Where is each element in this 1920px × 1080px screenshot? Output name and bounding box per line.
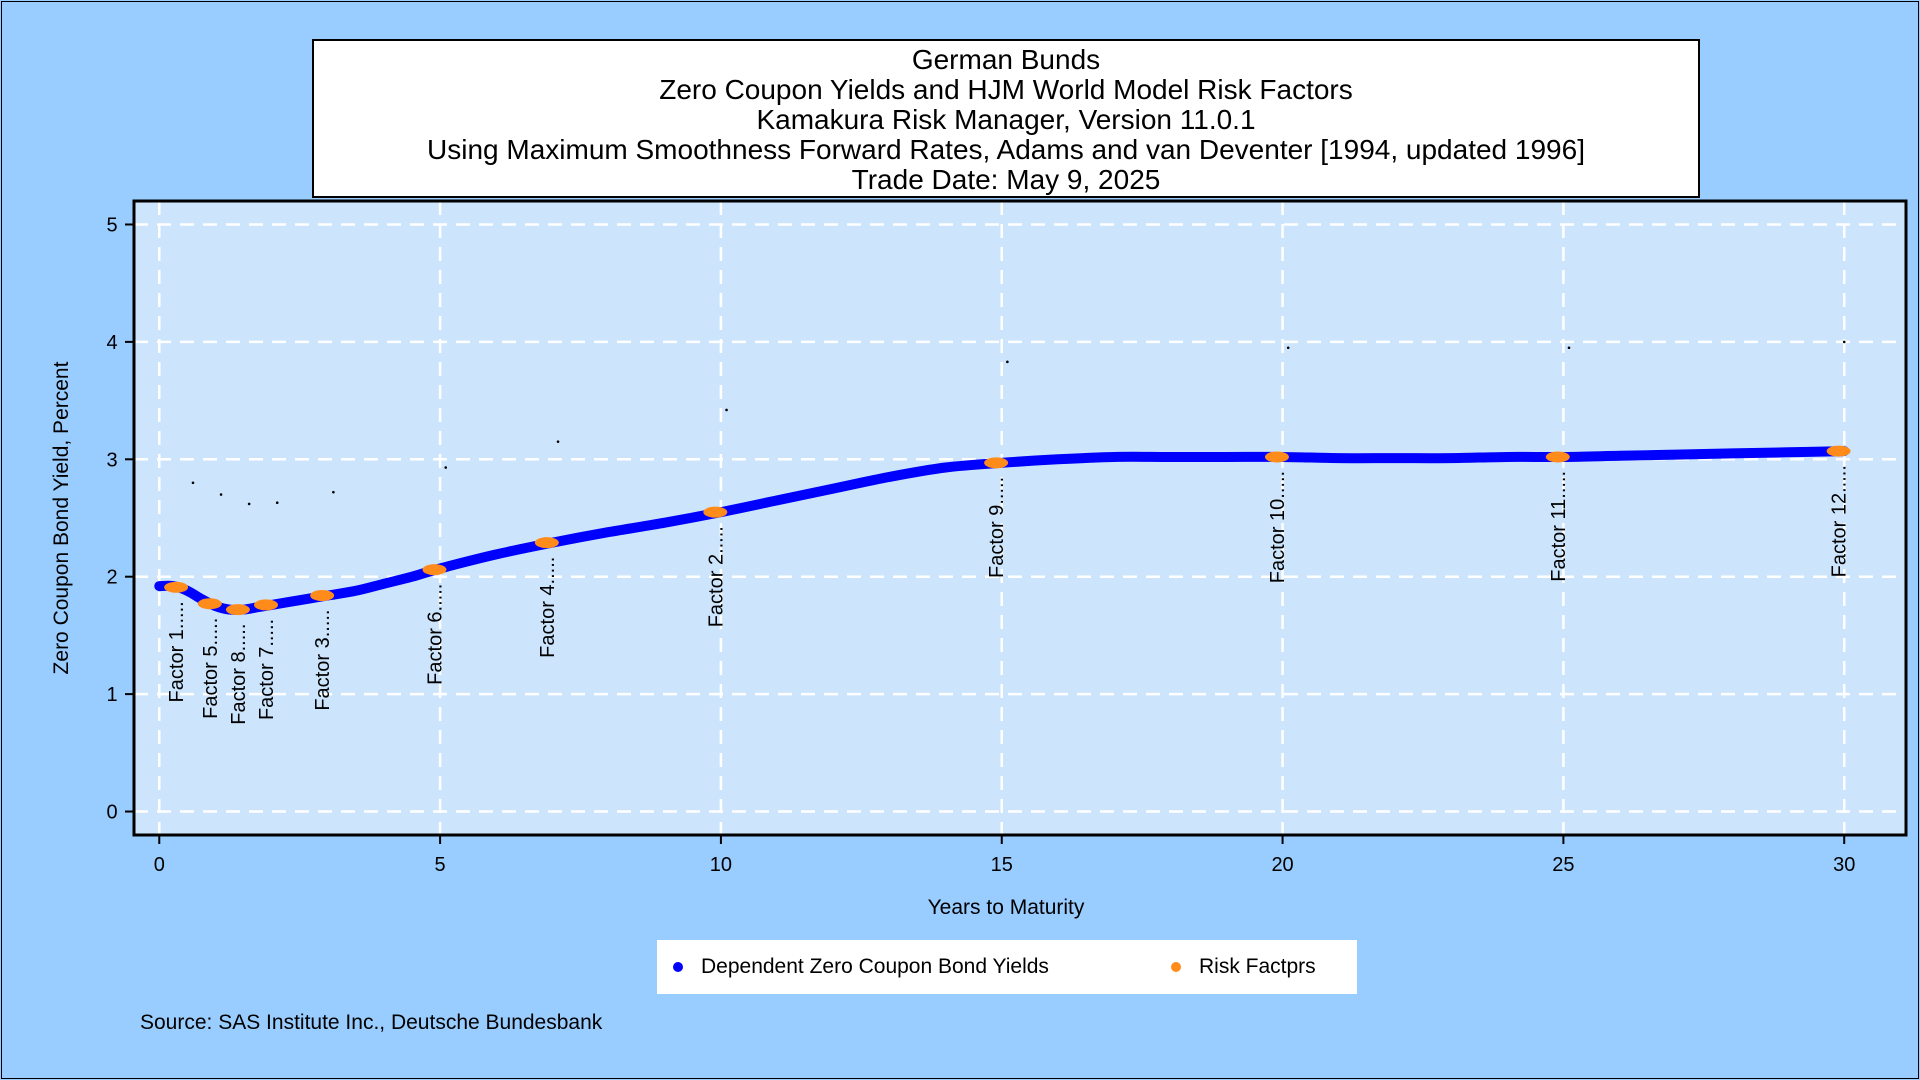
risk-factor-point — [253, 599, 278, 611]
y-tick-label: 4 — [106, 332, 117, 354]
marker-point — [725, 408, 728, 412]
risk-factor-label: Factor 9..... — [986, 477, 1008, 578]
risk-factor-point — [984, 457, 1009, 469]
marker-point — [1286, 346, 1290, 350]
legend-item-factors: Risk Factprs — [1171, 940, 1316, 994]
risk-factor-label: Factor 8..... — [228, 624, 250, 725]
x-tick-label: 25 — [1552, 854, 1574, 876]
marker-point — [191, 481, 195, 485]
y-tick-label: 0 — [106, 802, 117, 824]
marker-point — [444, 466, 448, 469]
risk-factor-label: Factor 3..... — [312, 609, 334, 710]
risk-factor-label: Factor 1..... — [166, 601, 188, 702]
x-tick-label: 30 — [1833, 854, 1855, 876]
risk-factor-label: Factor 2..... — [705, 526, 727, 627]
x-tick-label: 20 — [1271, 854, 1293, 876]
risk-factor-label: Factor 4..... — [537, 557, 559, 658]
plot-area — [134, 201, 1906, 835]
source-note: Source: SAS Institute Inc., Deutsche Bun… — [140, 1011, 603, 1034]
y-tick-label: 1 — [106, 684, 117, 706]
chart-title-line-4: Using Maximum Smoothness Forward Rates, … — [427, 134, 1585, 165]
legend-marker-factors — [1171, 962, 1181, 972]
risk-factor-label: Factor 6..... — [424, 584, 446, 685]
risk-factor-point — [703, 506, 728, 518]
risk-factor-point — [225, 604, 250, 616]
legend-marker-yields — [673, 962, 683, 972]
risk-factor-point — [534, 537, 559, 549]
risk-factor-point — [1545, 451, 1570, 463]
risk-factor-point — [1264, 451, 1289, 463]
chart-title-line-5: Trade Date: May 9, 2025 — [851, 164, 1161, 195]
risk-factor-label: Factor 10..... — [1267, 471, 1289, 583]
legend-label-factors: Risk Factprs — [1199, 955, 1316, 978]
risk-factor-point — [310, 589, 335, 601]
x-tick-label: 10 — [710, 854, 732, 876]
marker-point — [1842, 340, 1846, 344]
marker-point — [275, 501, 279, 505]
risk-factor-label: Factor 5..... — [200, 618, 222, 719]
marker-point — [556, 440, 560, 443]
risk-factor-label: Factor 11..... — [1548, 471, 1570, 582]
x-tick-label: 15 — [991, 854, 1013, 876]
legend-label-yields: Dependent Zero Coupon Bond Yields — [701, 955, 1049, 978]
y-tick-label: 5 — [106, 214, 117, 236]
plot-border — [132, 199, 1908, 837]
marker-point — [247, 502, 251, 506]
x-tick-label: 5 — [435, 854, 446, 876]
y-tick-label: 2 — [106, 567, 117, 589]
marker-point — [219, 493, 223, 496]
x-axis-label: Years to Maturity — [928, 896, 1085, 919]
marker-point — [1567, 346, 1571, 350]
y-axis-label: Zero Coupon Bond Yield, Percent — [50, 361, 73, 674]
chart-title-line-2: Zero Coupon Yields and HJM World Model R… — [659, 74, 1353, 105]
chart-title-line-3: Kamakura Risk Manager, Version 11.0.1 — [756, 104, 1256, 135]
marker-point — [332, 490, 335, 494]
marker-point — [1006, 360, 1009, 364]
chart-title-line-1: German Bunds — [911, 44, 1101, 75]
risk-factor-label: Factor 7..... — [256, 619, 278, 720]
x-tick-label: 0 — [154, 854, 165, 876]
risk-factor-point — [422, 564, 447, 576]
chart-legend: Dependent Zero Coupon Bond Yields Risk F… — [657, 940, 1357, 994]
risk-factor-point — [197, 598, 222, 610]
yield-curve-line — [154, 446, 1850, 615]
chart-title-box: German Bunds Zero Coupon Yields and HJM … — [312, 39, 1700, 198]
risk-factor-label: Factor 12..... — [1829, 465, 1851, 577]
legend-item-yields: Dependent Zero Coupon Bond Yields — [673, 940, 1049, 994]
risk-factor-point — [164, 581, 189, 593]
y-tick-label: 3 — [106, 449, 117, 471]
risk-factor-point — [1826, 445, 1851, 457]
